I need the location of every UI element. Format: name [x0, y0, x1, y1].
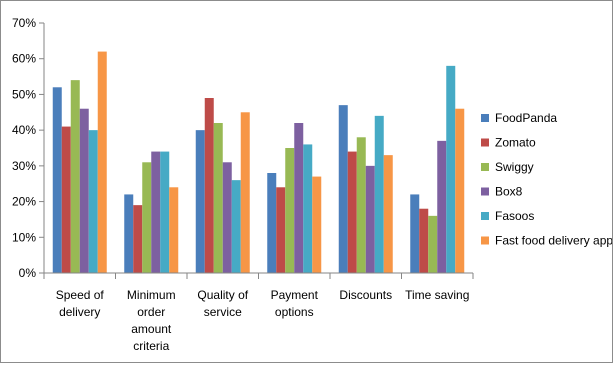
legend-label: Swiggy: [495, 160, 534, 174]
x-category-label: Quality of service: [197, 288, 248, 319]
bar-zomato: [204, 98, 214, 273]
bar-zomato: [347, 151, 357, 273]
bar-swiggy: [428, 215, 438, 273]
bar-fasoos: [231, 180, 241, 273]
legend-swatch: [481, 138, 489, 147]
x-category-label: Minimum order amount criteria: [127, 288, 176, 353]
bar-fasoos: [446, 65, 456, 273]
bar-fasoos: [88, 130, 98, 273]
bar-foodpanda: [195, 130, 205, 273]
x-axis: Speed of delivery Minimum order amount criter…: [43, 272, 474, 353]
legend-label: FoodPanda: [495, 111, 557, 125]
bar-fasoos: [374, 115, 384, 273]
bar-zomato: [276, 187, 286, 273]
y-tick-label: 20%: [12, 195, 36, 209]
y-tick-label: 30%: [12, 159, 36, 173]
bar-swiggy: [70, 80, 80, 274]
bars: [52, 51, 465, 274]
bar-foodpanda: [338, 105, 348, 274]
legend-swatch: [481, 114, 489, 122]
x-category-label: Discounts: [339, 288, 392, 302]
y-tick-label: 40%: [12, 123, 36, 137]
x-category-label: Time saving: [405, 288, 469, 302]
legend-label: Box8: [495, 185, 523, 199]
bar-fasoos: [160, 151, 170, 273]
bar-box8: [365, 165, 375, 273]
legend-swatch: [481, 236, 489, 245]
y-tick-label: 50%: [12, 87, 36, 101]
bar-swiggy: [142, 162, 152, 273]
bar-fast-food-delivery-apps: [383, 155, 393, 273]
bar-foodpanda: [124, 194, 134, 273]
bar-swiggy: [285, 148, 295, 273]
y-tick-label: 0%: [19, 266, 37, 280]
bar-swiggy: [356, 137, 366, 273]
bar-fast-food-delivery-apps: [169, 187, 179, 273]
bar-fast-food-delivery-apps: [97, 51, 107, 274]
legend-swatch: [481, 187, 489, 196]
legend: FoodPanda Zomato Swiggy Box8 Fasoos Fast food…: [481, 111, 613, 248]
legend-label: Fasoos: [495, 209, 534, 223]
bar-box8: [222, 162, 232, 273]
bar-foodpanda: [410, 194, 420, 273]
x-category-label: Speed of delivery: [56, 288, 105, 319]
bar-box8: [294, 123, 304, 273]
y-tick-label: 70%: [12, 16, 36, 30]
bar-fast-food-delivery-apps: [312, 176, 322, 273]
legend-swatch: [481, 212, 489, 220]
bar-fast-food-delivery-apps: [455, 108, 465, 273]
bar-fasoos: [303, 144, 313, 273]
legend-label: Fast food delivery apps: [495, 234, 612, 248]
bar-foodpanda: [267, 173, 277, 273]
bar-foodpanda: [52, 87, 62, 274]
bar-box8: [79, 108, 89, 273]
bar-box8: [151, 151, 161, 273]
bar-box8: [437, 140, 447, 273]
y-axis: 0% 10% 20% 30% 40% 50% 60% 70%: [12, 16, 45, 280]
bar-swiggy: [213, 123, 223, 273]
y-tick-label: 60%: [12, 52, 36, 66]
legend-label: Zomato: [495, 136, 536, 150]
y-tick-label: 10%: [12, 230, 36, 244]
bar-zomato: [61, 126, 71, 273]
bar-zomato: [133, 205, 143, 273]
x-category-label: Payment options: [271, 288, 319, 319]
bar-zomato: [419, 208, 429, 273]
legend-swatch: [481, 163, 489, 171]
bar-fast-food-delivery-apps: [240, 112, 250, 274]
